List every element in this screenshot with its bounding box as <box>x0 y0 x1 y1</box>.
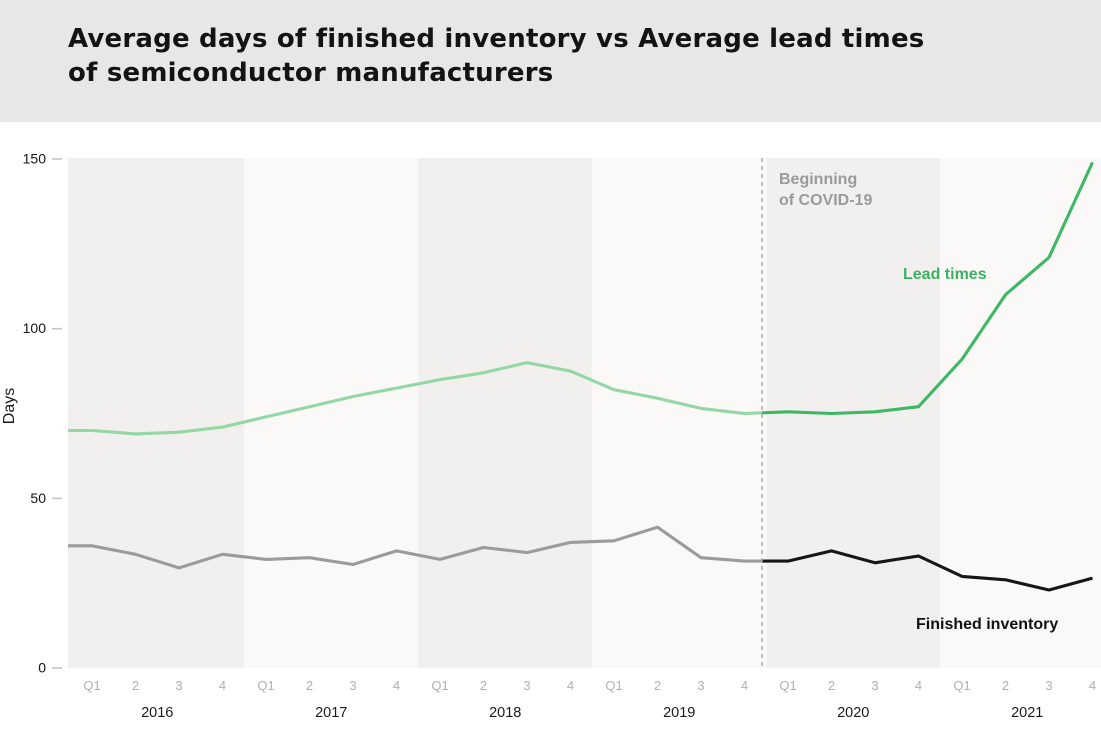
lead-times-line-pre-covid <box>68 361 763 436</box>
quarter-label: 3 <box>349 678 356 693</box>
year-label-2019: 2019 <box>663 705 695 721</box>
year-band-2018 <box>418 158 593 668</box>
quarter-label: 3 <box>175 678 182 693</box>
quarter-label: Q1 <box>431 678 448 693</box>
year-label-2016: 2016 <box>141 705 173 721</box>
quarter-label: 4 <box>741 678 748 693</box>
lead-times-series-label: Lead times <box>903 266 987 283</box>
year-bands <box>68 158 1101 668</box>
year-label-2020: 2020 <box>837 705 869 721</box>
year-label-2021: 2021 <box>1011 705 1043 721</box>
quarter-label: 3 <box>697 678 704 693</box>
quarter-label: 2 <box>306 678 313 693</box>
y-tick-label: 0 <box>38 660 46 676</box>
finished-inventory-series-label: Finished inventory <box>916 616 1058 633</box>
y-axis: 0 50 100 150 <box>23 151 62 676</box>
quarter-label: 2 <box>132 678 139 693</box>
quarter-label: Q1 <box>605 678 622 693</box>
quarter-label: 4 <box>915 678 922 693</box>
year-label-2018: 2018 <box>489 705 521 721</box>
quarter-label: 2 <box>1002 678 1009 693</box>
x-axis-year-labels: 2016 2017 2018 2019 2020 2021 <box>141 705 1043 721</box>
covid-annotation-line-2: of COVID-19 <box>779 192 872 209</box>
year-band-2021 <box>940 158 1101 668</box>
chart-title: Average days of finished inventory vs Av… <box>68 22 924 90</box>
quarter-label: 2 <box>654 678 661 693</box>
y-axis-title: Days <box>1 388 18 424</box>
y-tick-label: 150 <box>23 151 47 167</box>
quarter-label: Q1 <box>779 678 796 693</box>
chart-title-line-1: Average days of finished inventory vs Av… <box>68 24 925 54</box>
finished-inventory-line-pre-covid <box>68 525 762 570</box>
quarter-label: 3 <box>523 678 530 693</box>
year-band-2016 <box>68 158 245 668</box>
quarter-label: 4 <box>1089 678 1096 693</box>
y-tick-label: 100 <box>23 320 47 336</box>
finished-inventory-line-post-covid <box>762 549 1093 592</box>
quarter-label: 4 <box>567 678 574 693</box>
quarter-label: 3 <box>871 678 878 693</box>
y-tick-label: 50 <box>30 490 46 506</box>
series-lines <box>68 161 1094 592</box>
covid-annotation-line-1: Beginning <box>779 171 857 188</box>
chart-title-line-2: of semiconductor manufacturers <box>68 58 554 88</box>
x-axis-quarter-labels: Q1 2 3 4 Q1 2 3 4 Q1 2 3 4 Q1 2 3 4 Q1 2 3 4 Q1 2 3 4 <box>83 678 1096 693</box>
quarter-label: 4 <box>393 678 400 693</box>
quarter-label: Q1 <box>953 678 970 693</box>
quarter-label: 2 <box>480 678 487 693</box>
year-band-2017 <box>244 158 419 668</box>
quarter-label: Q1 <box>83 678 100 693</box>
year-label-2017: 2017 <box>315 705 347 721</box>
quarter-label: 4 <box>219 678 226 693</box>
chart-header: Average days of finished inventory vs Av… <box>0 0 1101 122</box>
quarter-label: Q1 <box>257 678 274 693</box>
lead-times-line-post-covid <box>761 161 1094 416</box>
quarter-label: 3 <box>1045 678 1052 693</box>
quarter-label: 2 <box>828 678 835 693</box>
